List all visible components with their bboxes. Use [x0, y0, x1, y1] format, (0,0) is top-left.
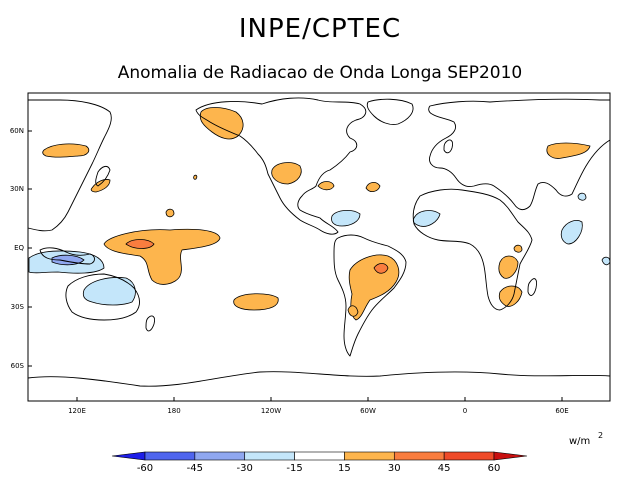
- anomaly-positive-gulf: [317, 181, 335, 191]
- coast-africa: [412, 188, 533, 311]
- lat-label-60s: 60S: [11, 362, 25, 370]
- coast-north-america: [195, 97, 367, 235]
- lat-label-30n: 30N: [10, 185, 24, 193]
- colorbar-swatch: [443, 451, 495, 461]
- coast-south-america: [333, 234, 407, 357]
- anomaly-negative-dot-east: [577, 192, 587, 201]
- unit-label: w/m: [569, 436, 590, 447]
- unit-exponent: 2: [598, 431, 603, 440]
- coastlines: [27, 97, 611, 387]
- anomaly-positive-south-pacific: [233, 293, 279, 311]
- coast-eurasia: [428, 98, 611, 211]
- coast-new-zealand: [145, 315, 155, 332]
- coast-indonesia: [39, 247, 95, 265]
- coast-australia: [65, 273, 141, 321]
- lat-label-30s: 30S: [11, 303, 25, 311]
- colorbar-tick-label: 60: [488, 463, 501, 474]
- coast-east-asia: [27, 99, 112, 232]
- anomaly-positive-japan: [90, 179, 111, 193]
- lon-label-120e: 120E: [68, 407, 86, 415]
- colorbar-swatch: [393, 451, 445, 461]
- colorbar-swatch: [144, 451, 196, 461]
- anomaly-positive-greenland: [546, 142, 591, 159]
- anomaly-positive-atlantic: [365, 182, 381, 192]
- lon-label-60e: 60E: [555, 407, 568, 415]
- anomaly-positive-west-us: [271, 162, 302, 185]
- colorbar-tick-label: -60: [137, 463, 153, 474]
- colorbar-tick-label: 30: [388, 463, 401, 474]
- colorbar: -60 -45 -30 -15 15 30 45 60: [111, 451, 528, 474]
- anomaly-negative-west-pacific-edge: [601, 256, 611, 266]
- latitude-axis: 60N 30N EQ 30S 60S: [10, 127, 32, 370]
- anomaly-positive-south-brazil: [347, 305, 359, 317]
- anomaly-positive-alaska: [199, 107, 244, 140]
- coast-madagascar: [527, 278, 537, 296]
- longitude-axis: 120E 180 120W 60W 0 60E: [68, 397, 569, 415]
- map-subtitle: Anomalia de Radiacao de Onda Longa SEP20…: [117, 63, 523, 83]
- anomaly-positive-dot-pacific: [193, 174, 198, 180]
- anomaly-positive-south-africa: [498, 285, 523, 307]
- lon-label-180: 180: [167, 407, 180, 415]
- colorbar-swatch: [344, 451, 395, 461]
- lat-label-60n: 60N: [10, 127, 24, 135]
- lon-label-60w: 60W: [360, 407, 376, 415]
- anomaly-negative-indian-ocean: [560, 220, 583, 245]
- anomaly-positive-east-africa: [498, 255, 519, 279]
- colorbar-tick-label: -45: [187, 463, 203, 474]
- colorbar-tick-label: 45: [438, 463, 451, 474]
- anomaly-positive-dot-africa: [513, 244, 523, 253]
- colorbar-swatch: [244, 451, 295, 461]
- colorbar-tick-label: 15: [338, 463, 351, 474]
- coast-antarctica: [27, 371, 611, 387]
- anomaly-positive-core-pacific: [125, 239, 155, 249]
- colorbar-tick-label: -30: [237, 463, 253, 474]
- coast-greenland: [366, 98, 414, 125]
- anomaly-regions: [28, 107, 611, 321]
- colorbar-unit: w/m 2: [569, 431, 603, 447]
- colorbar-tick-label: -15: [286, 463, 302, 474]
- anomaly-negative-australia: [82, 277, 136, 306]
- colorbar-swatch-min: [111, 451, 146, 461]
- anomaly-negative-caribbean: [331, 210, 361, 227]
- coast-japan: [95, 165, 111, 187]
- colorbar-swatch: [194, 451, 246, 461]
- anomaly-positive-north-pacific-west: [42, 143, 90, 158]
- map-title: INPE/CPTEC: [238, 14, 402, 44]
- anomaly-positive-hawaii: [165, 208, 175, 218]
- lon-label-0: 0: [463, 407, 467, 415]
- colorbar-swatch: [294, 451, 345, 461]
- lat-label-eq: EQ: [14, 244, 24, 252]
- anomaly-positive-amazon-core: [373, 263, 389, 274]
- lon-label-120w: 120W: [261, 407, 281, 415]
- map-panel: [27, 92, 611, 402]
- coast-uk: [443, 139, 453, 154]
- colorbar-swatch-max: [493, 451, 528, 461]
